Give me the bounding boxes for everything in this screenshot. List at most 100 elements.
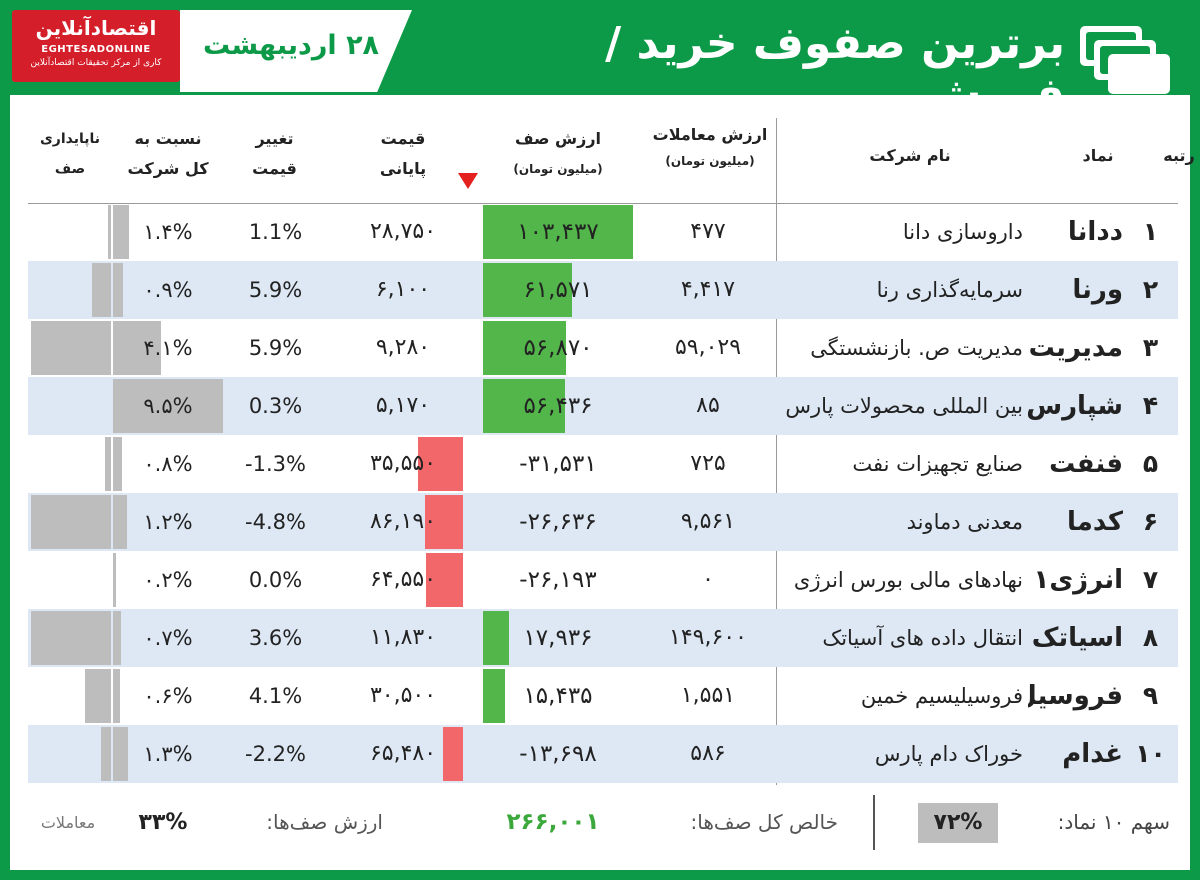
trade-value-cell: ۸۵ xyxy=(696,393,720,418)
queue-value-label: ارزش صف‌ها: xyxy=(266,810,383,834)
instability-bar xyxy=(31,321,111,375)
ratio-bar xyxy=(113,611,122,665)
queue-value-bar-positive xyxy=(483,321,566,375)
rank-cell: ۶ xyxy=(1142,507,1159,536)
table-row[interactable]: ۶ کدما معدنی دماوند ۹,۵۶۱ -۲۶,۶۳۶ ۸۶,۱۹۰ -4.8%… xyxy=(28,493,1178,551)
queue-value-cell: ۱۰۳,۴۳۷ xyxy=(517,219,599,245)
close-price-cell: ۶,۱۰۰ xyxy=(375,277,431,302)
instability-bar xyxy=(108,205,111,259)
close-price-cell: ۸۶,۱۹۰ xyxy=(369,509,437,534)
queue-value-bar-negative xyxy=(443,727,463,781)
summary-footer: سهم ۱۰ نماد: ۷۲% خالص کل صف‌ها: ۲۶۶,۰۰۱ … xyxy=(28,795,1178,850)
queue-value-cell: ۱۵,۴۳۵ xyxy=(523,683,593,709)
column-header-close-price: قیمت پایانی xyxy=(379,129,427,178)
ratio-bar xyxy=(113,495,127,549)
ratio-cell: ۰.۶% xyxy=(143,684,193,708)
price-change-cell: 5.9% xyxy=(248,278,303,302)
column-header-price-change: تغییر قیمت xyxy=(252,129,297,178)
header-divider xyxy=(28,203,1178,204)
table-row[interactable]: ۷ انرژی۱ نهادهای مالی بورس انرژی ۰ -۲۶,۱۹۳ ۶۴… xyxy=(28,551,1178,609)
symbol-cell: ددانا xyxy=(1067,217,1123,247)
table-row[interactable]: ۵ فنفت صنایع تجهیزات نفت ۷۲۵ -۳۱,۵۳۱ ۳۵,۵۵۰ -1… xyxy=(28,435,1178,493)
ratio-bar xyxy=(113,437,123,491)
sort-down-icon[interactable] xyxy=(458,173,478,189)
trade-value-cell: ۹,۵۶۱ xyxy=(680,509,736,534)
column-header-rank: رتبه xyxy=(1163,146,1195,165)
queues-table: ۱ ددانا داروسازی دانا ۴۷۷ ۱۰۳,۴۳۷ ۲۸,۷۵۰ 1.1% ۱… xyxy=(28,203,1178,783)
symbol-cell: مدیریت xyxy=(1028,333,1123,363)
ratio-cell: ۱.۲% xyxy=(143,510,193,534)
table-row[interactable]: ۳ مدیریت مدیریت ص. بازنشستگی ۵۹,۰۲۹ ۵۶,۸۷۰ ۹,… xyxy=(28,319,1178,377)
queue-value-cell: -۲۶,۱۹۳ xyxy=(519,567,597,593)
trade-value-cell: ۱,۵۵۱ xyxy=(680,683,736,708)
company-name-cell: مدیریت ص. بازنشستگی xyxy=(810,336,1023,360)
queue-value-bar-positive xyxy=(483,669,506,723)
ratio-bar xyxy=(113,379,223,433)
price-change-cell: 3.6% xyxy=(248,626,303,650)
rank-cell: ۳ xyxy=(1142,333,1159,362)
rank-cell: ۸ xyxy=(1142,623,1159,652)
ratio-bar xyxy=(113,263,124,317)
price-change-cell: 1.1% xyxy=(248,220,303,244)
table-row[interactable]: ۲ ورنا سرمایه‌گذاری رنا ۴,۴۱۷ ۶۱,۵۷۱ ۶,۱۰۰ 5.9… xyxy=(28,261,1178,319)
rank-cell: ۲ xyxy=(1142,275,1159,304)
report-date: ۲۸ اردیبهشت xyxy=(202,30,380,61)
symbol-cell: ورنا xyxy=(1072,275,1123,305)
trade-value-cell: ۵۹,۰۲۹ xyxy=(674,335,742,360)
company-name-cell: سرمایه‌گذاری رنا xyxy=(876,278,1023,302)
rank-cell: ۷ xyxy=(1142,565,1159,594)
table-row[interactable]: ۸ اسیاتک انتقال داده های آسیاتک ۱۴۹,۶۰۰ ۱۷,۹… xyxy=(28,609,1178,667)
table-row[interactable]: ۹ فروسیلفروسیلیسیم خمین ۱,۵۵۱ ۱۵,۴۳۵ ۳۰,۵۰۰ 4… xyxy=(28,667,1178,725)
company-name-cell: معدنی دماوند xyxy=(906,510,1023,534)
ratio-bar xyxy=(113,727,129,781)
price-change-cell: -2.2% xyxy=(245,742,306,766)
table-row[interactable]: ۴ شپارس بین المللی محصولات پارس ۸۵ ۵۶,۴۳۶ ۵,۱… xyxy=(28,377,1178,435)
logo-name-fa: اقتصادآنلاین xyxy=(35,16,157,40)
queue-value-cell: -۲۶,۶۳۶ xyxy=(519,509,597,535)
trade-value-cell: ۷۲۵ xyxy=(690,451,726,476)
table-row[interactable]: ۱۰ غدام خوراک دام پارس ۵۸۶ -۱۳,۶۹۸ ۶۵,۴۸۰ -2.2… xyxy=(28,725,1178,783)
ratio-cell: ۰.۸% xyxy=(143,452,193,476)
company-name-cell: داروسازی دانا xyxy=(902,220,1023,244)
company-name-cell: فروسیلیسیم خمین xyxy=(860,684,1023,708)
company-name-cell: بین المللی محصولات پارس xyxy=(785,394,1023,418)
company-name-cell: انتقال داده های آسیاتک xyxy=(822,626,1023,650)
price-change-cell: -4.8% xyxy=(245,510,306,534)
company-column-divider xyxy=(776,118,777,785)
queue-value-cell: ۵۶,۴۳۶ xyxy=(523,393,593,419)
ratio-cell: ۰.۹% xyxy=(143,278,193,302)
close-price-cell: ۶۵,۴۸۰ xyxy=(369,741,437,766)
footer-divider xyxy=(873,795,875,850)
trade-value-cell: ۰ xyxy=(702,567,714,592)
close-price-cell: ۵,۱۷۰ xyxy=(375,393,431,418)
column-header-instability: ناپایداری صف xyxy=(39,131,101,177)
rank-cell: ۵ xyxy=(1142,449,1159,478)
ratio-bar xyxy=(113,205,130,259)
price-change-cell: 4.1% xyxy=(248,684,303,708)
trade-value-cell: ۴۷۷ xyxy=(690,219,726,244)
instability-bar xyxy=(31,495,111,549)
rank-cell: ۴ xyxy=(1142,391,1159,420)
price-change-cell: 0.3% xyxy=(248,394,303,418)
close-price-cell: ۳۵,۵۵۰ xyxy=(369,451,437,476)
queue-value-cell: ۵۶,۸۷۰ xyxy=(523,335,593,361)
queue-value-bar-negative xyxy=(424,495,463,549)
symbol-cell: فنفت xyxy=(1049,449,1123,479)
price-change-cell: 5.9% xyxy=(248,336,303,360)
ratio-bar xyxy=(113,553,116,607)
close-price-cell: ۳۰,۵۰۰ xyxy=(369,683,437,708)
close-price-cell: ۱۱,۸۳۰ xyxy=(369,625,437,650)
symbol-cell: اسیاتک xyxy=(1031,623,1123,653)
logo-name-en: EGHTESADONLINE xyxy=(41,44,151,55)
company-name-cell: صنایع تجهیزات نفت xyxy=(852,452,1023,476)
ratio-cell: ۰.۲% xyxy=(143,568,193,592)
table-row[interactable]: ۱ ددانا داروسازی دانا ۴۷۷ ۱۰۳,۴۳۷ ۲۸,۷۵۰ 1.1% ۱… xyxy=(28,203,1178,261)
ratio-cell: ۴.۱% xyxy=(143,336,193,360)
instability-bar xyxy=(101,727,111,781)
price-change-cell: -1.3% xyxy=(245,452,306,476)
symbol-cell: شپارس xyxy=(1028,391,1123,421)
trades-label: معاملات xyxy=(40,813,96,832)
column-header-company: نام شرکت xyxy=(869,146,951,165)
logo-tagline: کاری از مرکز تحقیقات اقتصادآنلاین xyxy=(30,58,162,68)
net-queues-value: ۲۶۶,۰۰۱ xyxy=(506,809,600,835)
